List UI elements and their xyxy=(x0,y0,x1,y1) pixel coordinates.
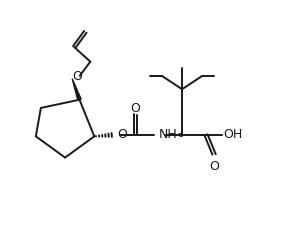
Polygon shape xyxy=(72,79,81,100)
Text: O: O xyxy=(117,129,127,141)
Text: O: O xyxy=(209,160,219,173)
Polygon shape xyxy=(177,133,182,136)
Text: O: O xyxy=(72,70,82,83)
Text: NH: NH xyxy=(159,129,178,141)
Text: O: O xyxy=(130,102,140,115)
Text: OH: OH xyxy=(224,129,243,141)
